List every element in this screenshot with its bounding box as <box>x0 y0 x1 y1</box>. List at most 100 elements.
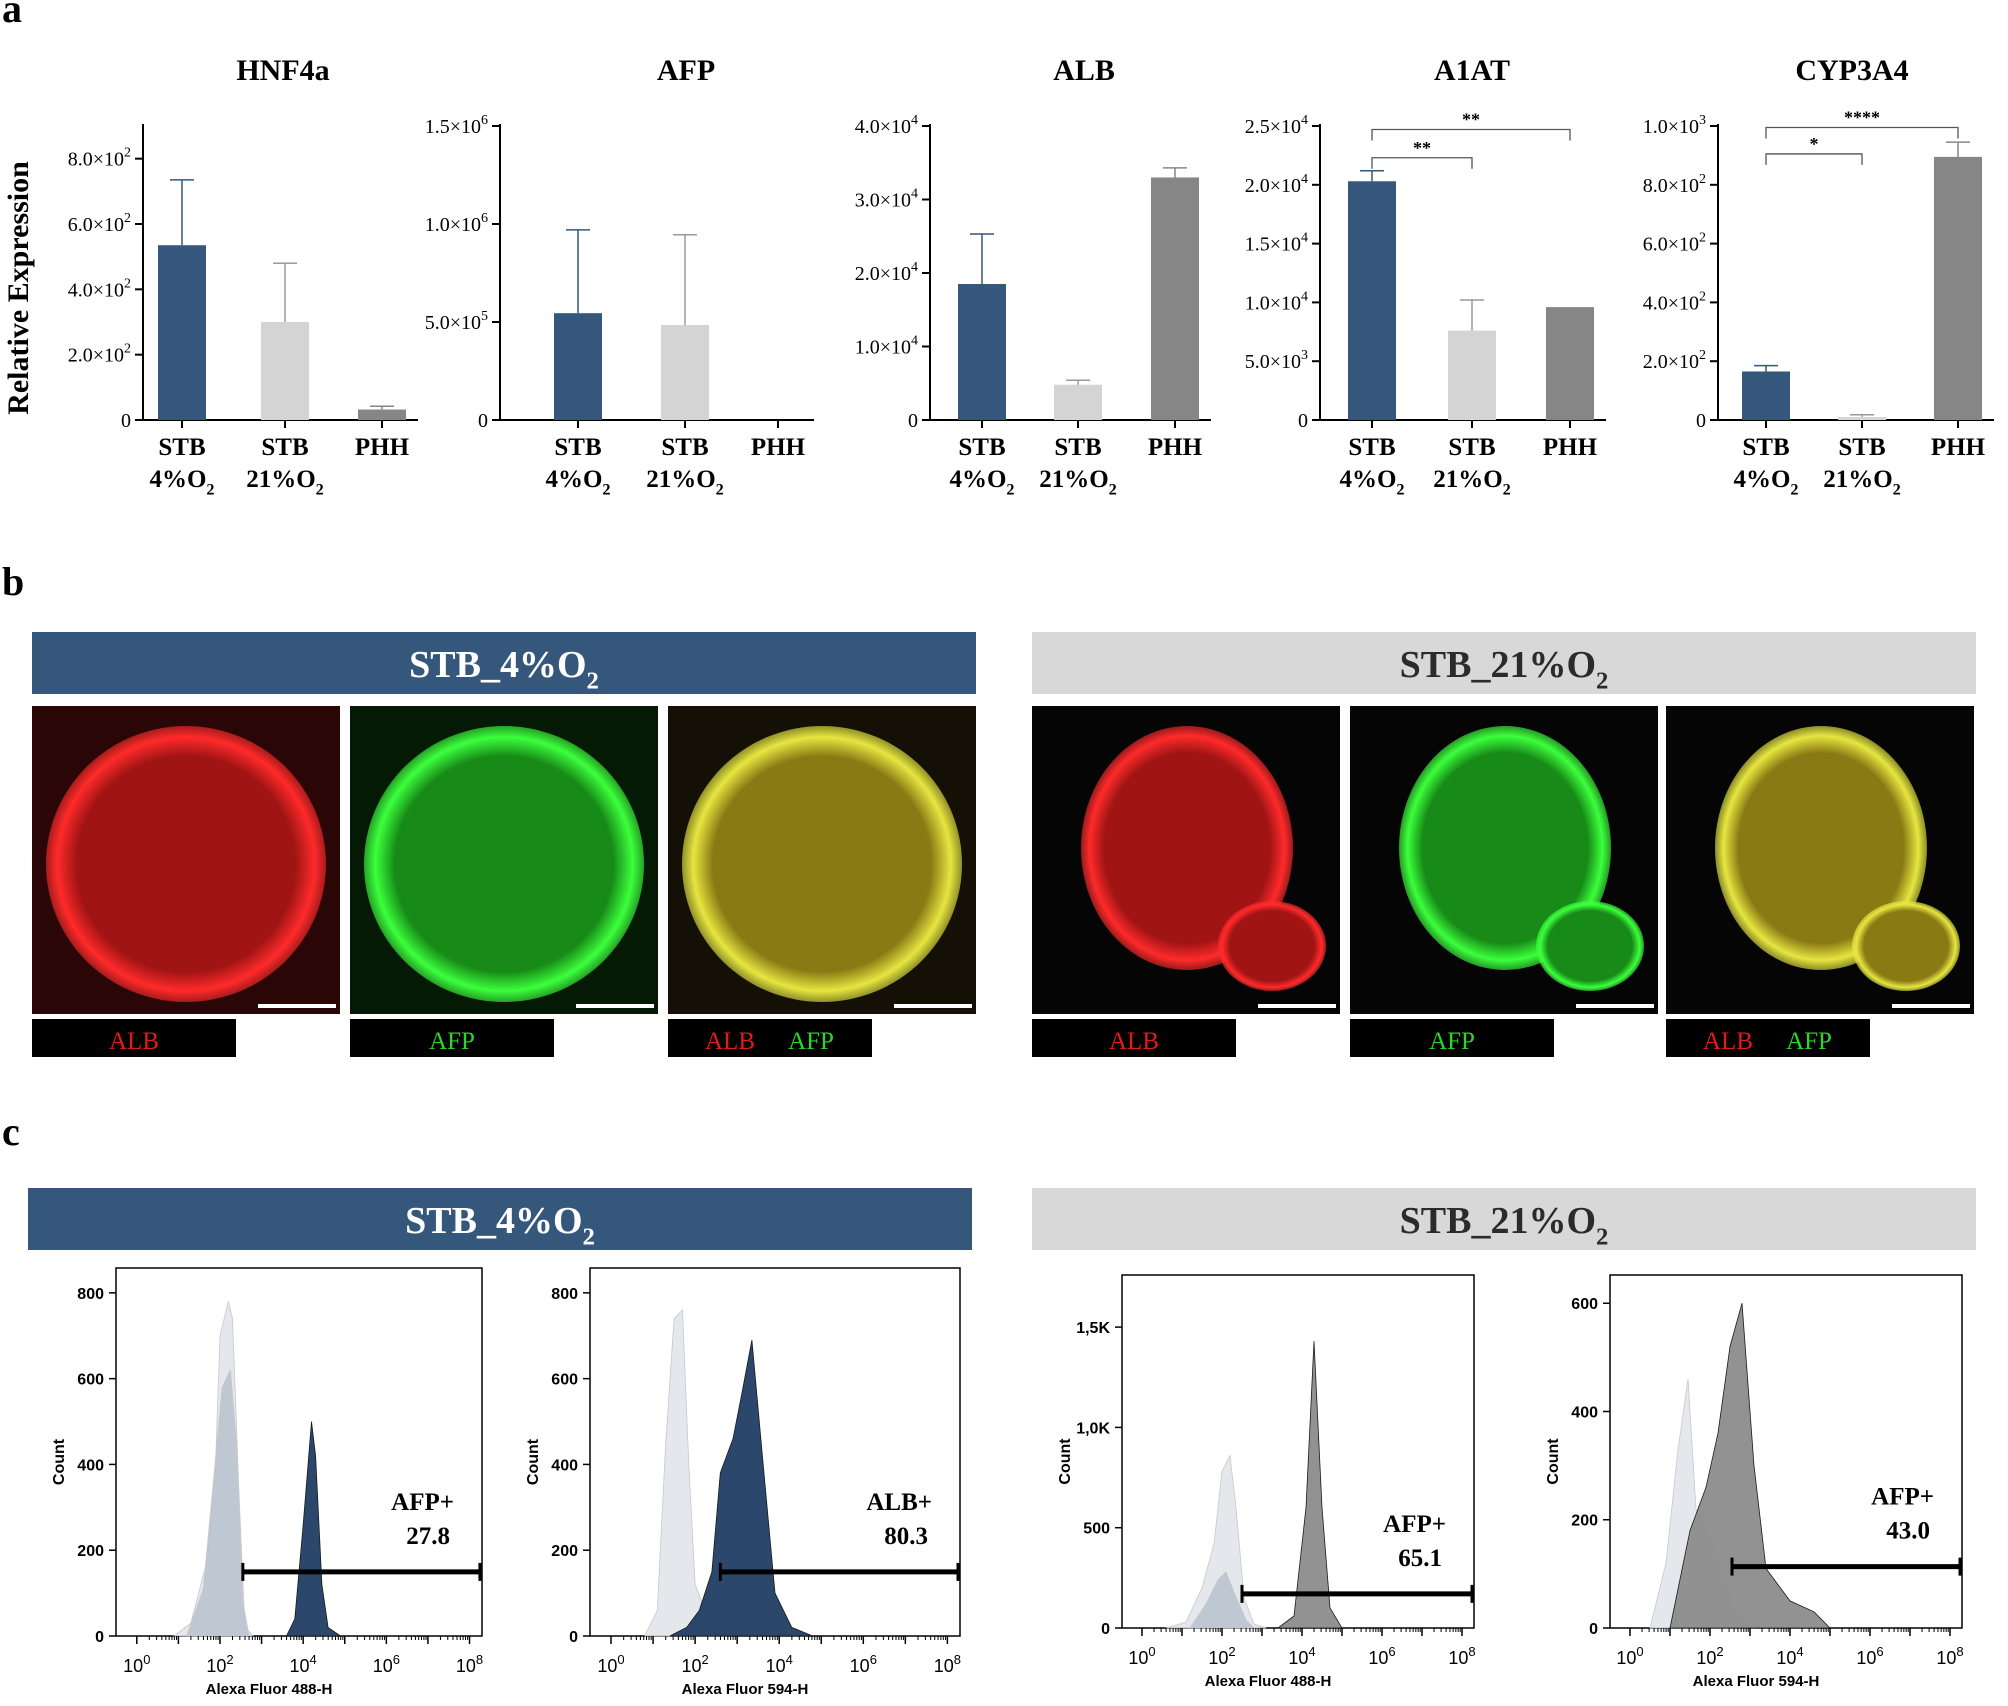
bar-chart-cyp3a4: CYP3A4 0 2.0×102 4.0×102 6.0×102 8.0×102 1.0×1… <box>1643 54 1994 499</box>
chart-title: AFP <box>657 54 715 87</box>
organoid-small <box>1536 901 1644 991</box>
y-tick-label: 400 <box>77 1457 104 1474</box>
bar <box>554 313 602 420</box>
x-tick-label-condition: 21%O2 <box>646 466 724 499</box>
x-tick-label: PHH <box>1931 434 1986 461</box>
x-tick-label: STB <box>661 434 708 461</box>
significance-label: * <box>1810 134 1819 154</box>
histogram-2: 0 200 400 600 800 100 102 104 106 108 Alexa Fluor … <box>525 1267 961 1698</box>
x-tick-label-condition: 4%O2 <box>1339 466 1404 499</box>
bar <box>1934 156 1982 420</box>
x-tick-label: 106 <box>850 1652 877 1676</box>
y-axis-label: Relative Expression <box>2 161 35 415</box>
y-tick-label: 2.5×104 <box>1245 113 1308 138</box>
chart-title: A1AT <box>1434 54 1510 87</box>
bar <box>1448 330 1496 420</box>
organoid <box>46 726 326 1002</box>
sample-histogram <box>669 1339 813 1637</box>
y-tick-label: 1.0×103 <box>1643 113 1706 138</box>
panel-c-flow-cytometry: STB_4%O2 STB_21%O2 0 200 400 600 800 100 102 104 1… <box>28 1188 1976 1698</box>
y-axis-label: Count <box>51 1438 68 1485</box>
condition-header-text: STB_4%O2 <box>405 1200 595 1250</box>
significance-bracket <box>1765 126 1959 139</box>
y-tick-label: 600 <box>551 1372 578 1389</box>
y-tick-label: 1.0×104 <box>855 334 918 359</box>
y-tick-label: 800 <box>77 1286 104 1303</box>
x-tick-label: STB <box>554 434 601 461</box>
significance-bracket <box>1371 128 1571 141</box>
bar <box>261 322 309 420</box>
y-tick-label: 4.0×104 <box>855 113 918 138</box>
x-tick-label: 104 <box>766 1652 793 1676</box>
y-tick-label: 0 <box>569 1629 578 1646</box>
y-tick-label: 0 <box>1101 1621 1110 1638</box>
chart-title: HNF4a <box>236 54 329 87</box>
y-tick-label: 0 <box>95 1629 104 1646</box>
scale-bar <box>1258 1004 1336 1008</box>
x-tick-label: STB <box>1448 434 1495 461</box>
channel-label: ALB <box>705 1028 755 1055</box>
x-tick-label: PHH <box>751 434 806 461</box>
gate-label: AFP+ <box>391 1489 454 1516</box>
x-tick-label: 100 <box>1128 1644 1155 1668</box>
sample-histogram <box>1669 1303 1831 1629</box>
significance-label: ** <box>1462 110 1480 130</box>
channel-label: AFP <box>1786 1028 1832 1055</box>
y-tick-label: 1.5×106 <box>425 113 488 138</box>
y-tick-label: 800 <box>551 1286 578 1303</box>
y-tick-label: 3.0×104 <box>855 187 918 212</box>
y-tick-label: 6.0×102 <box>1643 231 1706 256</box>
y-axis-label: Count <box>1057 1438 1074 1485</box>
channel-label: ALB <box>1703 1028 1753 1055</box>
panel-letter-a: a <box>2 0 22 31</box>
channel-label-box <box>1350 1019 1554 1057</box>
bar <box>661 324 709 420</box>
y-tick-label: 0 <box>1298 410 1308 432</box>
x-tick-label: 106 <box>373 1652 400 1676</box>
y-tick-label: 1,0K <box>1076 1420 1110 1437</box>
significance-label: ** <box>1413 138 1431 158</box>
x-tick-label: 106 <box>1368 1644 1395 1668</box>
x-axis-label: Alexa Fluor 594-H <box>682 1681 809 1698</box>
micrograph-tile: ALB AFP <box>668 706 976 1057</box>
organoid-large <box>1715 726 1927 970</box>
scale-bar <box>258 1004 336 1008</box>
y-tick-label: 6.0×102 <box>68 211 131 236</box>
bar <box>1054 384 1102 420</box>
x-tick-label-condition: 4%O2 <box>545 466 610 499</box>
plot-frame <box>589 1267 961 1637</box>
x-tick-label: 102 <box>1696 1644 1723 1668</box>
x-tick-label: STB <box>158 434 205 461</box>
y-tick-label: 2.0×102 <box>1643 348 1706 373</box>
x-tick-label: 102 <box>206 1652 233 1676</box>
x-tick-label: PHH <box>1148 434 1203 461</box>
y-tick-label: 200 <box>77 1543 104 1560</box>
organoid-large <box>1399 726 1611 970</box>
y-tick-label: 600 <box>77 1372 104 1389</box>
scale-bar <box>894 1004 972 1008</box>
y-tick-label: 1.0×106 <box>425 211 488 236</box>
histogram-4: 0 200 400 600 100 102 104 106 108 Alexa Fluor 594… <box>1545 1274 1964 1690</box>
y-tick-label: 0 <box>478 410 488 432</box>
y-tick-label: 8.0×102 <box>68 146 131 171</box>
channel-label: ALB <box>109 1028 159 1055</box>
control-histogram <box>1165 1454 1267 1629</box>
channel-label: AFP <box>788 1028 834 1055</box>
y-tick-label: 0 <box>908 410 918 432</box>
y-tick-label: 500 <box>1083 1521 1110 1538</box>
bar <box>358 409 406 420</box>
micrograph-tile: AFP <box>350 706 658 1057</box>
histogram-3: 0 500 1,0K 1,5K 100 102 104 106 108 Alexa Fluor 4… <box>1057 1274 1476 1690</box>
plot-frame <box>1121 1274 1475 1629</box>
condition-header <box>32 632 976 694</box>
sample-histogram <box>1276 1341 1343 1629</box>
x-tick-label: STB <box>261 434 308 461</box>
y-axis-label: Count <box>1545 1438 1562 1485</box>
y-tick-label: 1,5K <box>1076 1320 1110 1337</box>
y-tick-label: 400 <box>1571 1404 1598 1421</box>
panel-a-bar-charts: Relative Expression HNF4a 0 2.0×102 4.0×102 6… <box>2 54 1994 499</box>
channel-label: ALB <box>1109 1028 1159 1055</box>
x-tick-label: STB <box>1054 434 1101 461</box>
x-tick-label-condition: 4%O2 <box>1733 466 1798 499</box>
y-tick-label: 200 <box>1571 1513 1598 1530</box>
